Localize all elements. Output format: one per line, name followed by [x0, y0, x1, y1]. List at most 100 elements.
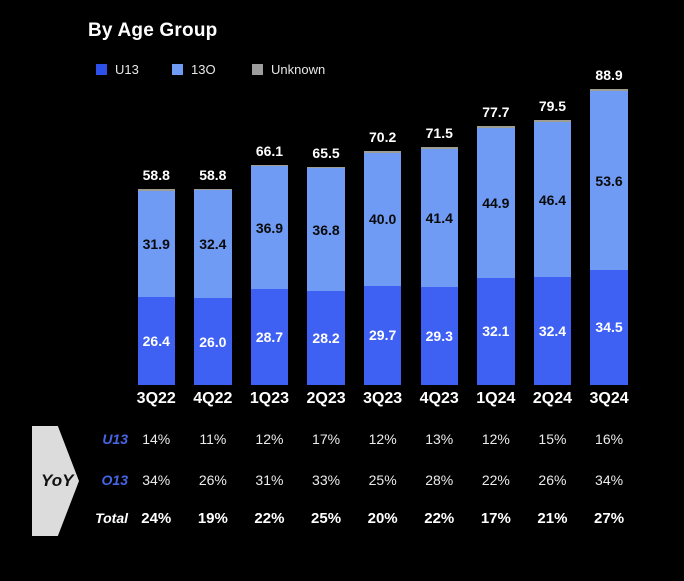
yoy-cell: 22% — [481, 472, 510, 488]
legend-label-unknown: Unknown — [271, 62, 326, 77]
bar-value-label-13o: 36.8 — [312, 221, 340, 238]
yoy-cell: 12% — [481, 431, 510, 447]
x-axis-label: 2Q24 — [532, 390, 572, 407]
bar-segment-unknown — [194, 188, 232, 191]
bar-segment-13o: 53.6 — [590, 91, 628, 270]
bar-value-label-13o: 36.9 — [255, 219, 284, 236]
bar-total-label: 88.9 — [595, 66, 623, 83]
bar-segment-unknown — [363, 150, 402, 153]
yoy-cell: 31% — [255, 472, 284, 488]
bar-segment-u13: 26.4 — [137, 296, 175, 385]
yoy-cell: 11% — [199, 431, 227, 447]
yoy-cell: 16% — [595, 431, 624, 447]
x-axis-label: 4Q23 — [419, 390, 459, 407]
bar-segment-unknown — [590, 88, 628, 92]
x-axis-label: 3Q23 — [363, 390, 403, 407]
yoy-cell: 28% — [425, 472, 454, 488]
bar-value-label-13o: 53.6 — [595, 172, 623, 189]
yoy-cell: 34% — [142, 472, 171, 488]
x-axis-label: 1Q24 — [476, 390, 516, 407]
legend-label-13o: 13O — [191, 62, 216, 77]
bar-value-label-13o: 40.0 — [369, 211, 397, 228]
legend-label-u13: U13 — [115, 62, 139, 77]
bar-total-label: 77.7 — [482, 103, 510, 120]
x-axis-label: 1Q23 — [249, 390, 289, 407]
bar-value-label-u13: 28.2 — [312, 329, 340, 346]
bar-segment-unknown — [307, 166, 345, 169]
x-axis-label: 2Q23 — [306, 390, 346, 407]
bar-value-label-u13: 32.1 — [482, 323, 510, 340]
bar-segment-u13: 32.1 — [477, 277, 515, 385]
bar-total-label: 70.2 — [369, 128, 397, 145]
bar-segment-unknown — [477, 125, 515, 129]
bar-segment-u13: 28.2 — [307, 290, 345, 385]
bar-segment-u13: 34.5 — [590, 269, 628, 385]
bar-value-label-u13: 29.7 — [369, 327, 397, 344]
bar-value-label-u13: 26.0 — [199, 333, 227, 350]
yoy-cell: 19% — [197, 510, 228, 527]
bar-segment-unknown — [250, 164, 289, 167]
bar-segment-unknown — [420, 146, 458, 150]
bar-segment-13o: 46.4 — [533, 122, 572, 277]
yoy-cell: 15% — [538, 431, 567, 447]
bar-value-label-u13: 34.5 — [595, 319, 623, 336]
yoy-row-label-total: Total — [95, 510, 128, 526]
yoy-cell: 21% — [537, 510, 568, 527]
page-title: By Age Group — [88, 20, 218, 41]
bar-segment-13o: 31.9 — [137, 190, 175, 297]
bar-value-label-13o: 44.9 — [482, 195, 510, 212]
x-axis-label: 3Q22 — [136, 390, 176, 407]
yoy-cell: 12% — [368, 431, 397, 447]
yoy-row-label-u13: U13 — [102, 431, 128, 447]
legend-item-unknown: Unknown — [252, 62, 325, 77]
legend-swatch-13o-icon — [172, 64, 183, 75]
bar-segment-13o: 40.0 — [363, 152, 402, 286]
bar-value-label-13o: 32.4 — [199, 236, 227, 253]
bar-total-label: 58.8 — [199, 166, 227, 183]
bar-value-label-13o: 41.4 — [425, 210, 453, 227]
bar-value-label-13o: 31.9 — [142, 235, 170, 252]
yoy-cell: 25% — [368, 472, 397, 488]
yoy-cell: 27% — [594, 510, 625, 527]
bar-value-label-u13: 32.4 — [538, 322, 567, 339]
legend-item-13o: 13O — [172, 62, 216, 77]
yoy-cell: 14% — [142, 431, 171, 447]
x-axis-label: 4Q22 — [193, 390, 233, 407]
bar-segment-13o: 41.4 — [420, 149, 458, 288]
bar-total-label: 79.5 — [538, 97, 567, 114]
bar-segment-u13: 29.3 — [420, 287, 458, 385]
bar-segment-u13: 26.0 — [194, 298, 232, 385]
yoy-cell: 22% — [424, 510, 455, 527]
yoy-cell: 34% — [595, 472, 624, 488]
bar-value-label-u13: 26.4 — [142, 332, 170, 349]
bar-segment-u13: 29.7 — [363, 285, 402, 385]
yoy-cell: 22% — [254, 510, 285, 527]
bar-segment-13o: 36.8 — [307, 168, 345, 291]
yoy-cell: 20% — [367, 510, 398, 527]
bar-value-label-u13: 28.7 — [255, 329, 284, 346]
bar-value-label-13o: 46.4 — [538, 191, 567, 208]
yoy-row-label-o13: O13 — [101, 472, 128, 488]
yoy-cell: 26% — [198, 472, 227, 488]
x-axis-label: 3Q24 — [589, 390, 629, 407]
bar-total-label: 58.8 — [142, 166, 170, 183]
legend-swatch-unknown-icon — [252, 64, 263, 75]
bar-segment-unknown — [137, 188, 175, 191]
yoy-cell: 26% — [538, 472, 567, 488]
yoy-cell: 24% — [141, 510, 172, 527]
yoy-arrow-label: YoY — [41, 471, 74, 490]
bar-total-label: 66.1 — [255, 142, 284, 159]
yoy-cell: 33% — [312, 472, 341, 488]
bar-value-label-u13: 29.3 — [425, 328, 453, 345]
bar-segment-13o: 36.9 — [250, 166, 289, 290]
yoy-cell: 17% — [312, 431, 341, 447]
bar-total-label: 71.5 — [425, 124, 453, 141]
bar-segment-u13: 32.4 — [533, 276, 572, 385]
legend-item-u13: U13 — [96, 62, 139, 77]
bar-segment-13o: 44.9 — [477, 128, 515, 278]
yoy-cell: 13% — [425, 431, 454, 447]
bar-total-label: 65.5 — [312, 144, 340, 161]
yoy-cell: 25% — [311, 510, 342, 527]
